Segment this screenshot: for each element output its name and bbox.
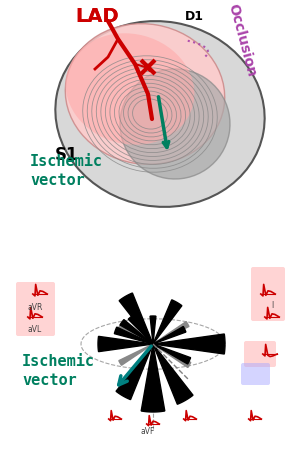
Ellipse shape <box>65 34 194 145</box>
Polygon shape <box>119 344 153 365</box>
Polygon shape <box>119 294 153 344</box>
Ellipse shape <box>55 22 265 207</box>
Text: LAD: LAD <box>75 7 119 26</box>
Polygon shape <box>153 344 193 404</box>
FancyBboxPatch shape <box>244 341 276 367</box>
Polygon shape <box>119 323 153 344</box>
Text: Ischemic
vector: Ischemic vector <box>22 354 95 387</box>
Text: aVF: aVF <box>141 426 155 436</box>
Ellipse shape <box>65 25 225 165</box>
Text: S1: S1 <box>55 146 79 163</box>
Polygon shape <box>150 316 156 344</box>
Polygon shape <box>153 344 191 364</box>
Polygon shape <box>120 320 153 344</box>
Text: Ischemic
vector: Ischemic vector <box>30 154 103 188</box>
Polygon shape <box>153 344 191 368</box>
Polygon shape <box>153 300 182 344</box>
Text: LAD: LAD <box>75 7 119 26</box>
Polygon shape <box>141 344 165 412</box>
Ellipse shape <box>120 70 230 180</box>
Polygon shape <box>153 327 186 344</box>
Polygon shape <box>114 327 153 344</box>
Polygon shape <box>128 316 153 344</box>
Polygon shape <box>98 337 153 352</box>
Text: D1: D1 <box>185 10 204 23</box>
Text: Occlusion: Occlusion <box>225 2 258 78</box>
FancyBboxPatch shape <box>241 363 270 385</box>
Text: aVR: aVR <box>27 303 43 312</box>
Text: I: I <box>271 300 273 309</box>
FancyBboxPatch shape <box>16 282 55 336</box>
Text: aVL: aVL <box>28 325 42 334</box>
Polygon shape <box>153 322 189 344</box>
Polygon shape <box>116 344 153 400</box>
FancyBboxPatch shape <box>251 268 285 321</box>
Polygon shape <box>153 334 225 354</box>
